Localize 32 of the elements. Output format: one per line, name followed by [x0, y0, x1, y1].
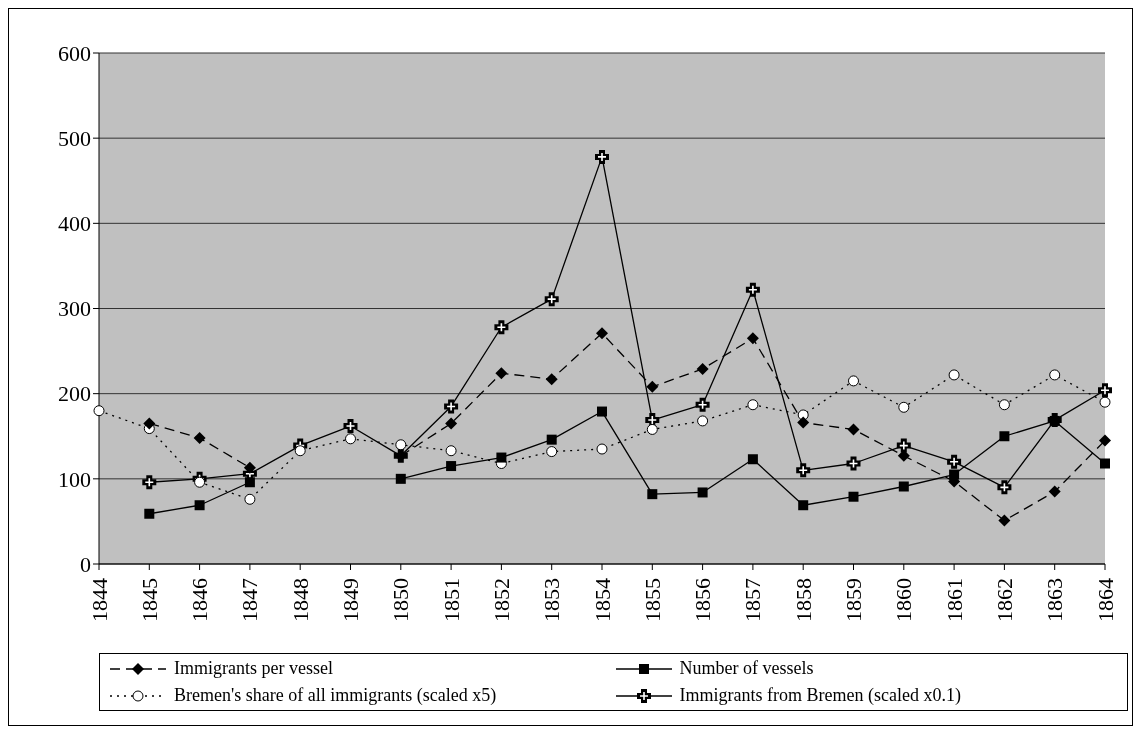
- x-tick-label: 1848: [287, 578, 313, 622]
- y-tick-label: 200: [58, 381, 91, 407]
- y-tick-label: 0: [80, 551, 91, 577]
- x-tick-label: 1859: [841, 578, 866, 622]
- y-tick-label: 600: [58, 40, 91, 66]
- y-tick-label: 500: [58, 125, 91, 151]
- x-tick-label: 1852: [488, 578, 514, 622]
- legend-label: Number of vessels: [679, 658, 814, 679]
- x-tick-label: 1857: [740, 578, 766, 622]
- x-tick-label: 1851: [438, 578, 464, 622]
- y-tick-label: 400: [58, 211, 91, 237]
- y-tick-label: 300: [58, 296, 91, 322]
- legend-label: Immigrants from Bremen (scaled x0.1): [679, 685, 961, 706]
- x-tick-label: 1844: [86, 578, 112, 622]
- x-tick-label: 1849: [338, 578, 363, 622]
- x-tick-label: 1862: [991, 578, 1017, 622]
- x-tick-label: 1860: [891, 578, 917, 622]
- x-tick-label: 1855: [639, 578, 665, 622]
- x-tick-label: 1853: [539, 578, 565, 622]
- x-tick-label: 1845: [136, 578, 162, 622]
- x-tick-label: 1861: [941, 578, 967, 622]
- x-tick-label: 1858: [790, 578, 816, 622]
- x-tick-label: 1847: [237, 578, 263, 622]
- legend-label: Immigrants per vessel: [174, 658, 333, 679]
- x-tick-label: 1854: [589, 578, 615, 622]
- legend-label: Bremen's share of all immigrants (scaled x5): [174, 685, 497, 706]
- x-tick-label: 1850: [388, 578, 414, 622]
- x-tick-label: 1846: [187, 578, 213, 622]
- y-tick-label: 100: [58, 466, 91, 492]
- x-tick-label: 1864: [1092, 578, 1118, 622]
- x-tick-label: 1863: [1042, 578, 1068, 622]
- x-tick-label: 1856: [690, 578, 716, 622]
